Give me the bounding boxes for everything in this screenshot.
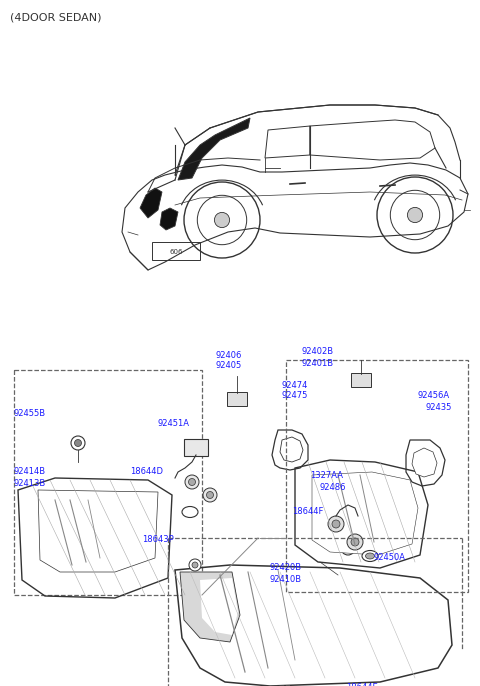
Circle shape — [341, 541, 355, 555]
Polygon shape — [200, 578, 238, 635]
Text: 92405: 92405 — [215, 362, 241, 370]
Text: 92401B: 92401B — [302, 359, 334, 368]
Text: 92450A: 92450A — [374, 554, 406, 563]
Text: 18644D: 18644D — [130, 467, 163, 477]
Circle shape — [189, 559, 201, 571]
Text: 18644E: 18644E — [346, 683, 378, 686]
Text: 92486: 92486 — [320, 484, 347, 493]
Ellipse shape — [182, 506, 198, 517]
Circle shape — [345, 545, 351, 552]
Circle shape — [408, 207, 422, 222]
Circle shape — [185, 475, 199, 489]
Text: (4DOOR SEDAN): (4DOOR SEDAN) — [10, 12, 101, 23]
Circle shape — [189, 479, 195, 486]
Circle shape — [347, 534, 363, 550]
Text: 92410B: 92410B — [270, 576, 302, 584]
Ellipse shape — [365, 553, 374, 559]
Circle shape — [203, 488, 217, 502]
Text: 18644F: 18644F — [292, 508, 324, 517]
Polygon shape — [312, 472, 418, 555]
Text: 92451A: 92451A — [158, 420, 190, 429]
Text: 92474: 92474 — [282, 381, 308, 390]
FancyBboxPatch shape — [184, 439, 208, 456]
Text: 92435: 92435 — [425, 403, 451, 412]
Text: 92420B: 92420B — [270, 563, 302, 573]
Circle shape — [74, 440, 82, 447]
Text: 92456A: 92456A — [418, 392, 450, 401]
Circle shape — [71, 436, 85, 450]
Text: 18643P: 18643P — [142, 536, 174, 545]
Polygon shape — [180, 572, 240, 642]
FancyBboxPatch shape — [227, 392, 247, 406]
Circle shape — [332, 520, 340, 528]
Polygon shape — [38, 490, 158, 572]
Polygon shape — [178, 118, 250, 180]
Circle shape — [215, 213, 229, 228]
Text: 92455B: 92455B — [14, 410, 46, 418]
Circle shape — [351, 538, 359, 546]
Polygon shape — [412, 448, 437, 477]
Text: 92402B: 92402B — [302, 348, 334, 357]
Text: 606: 606 — [169, 249, 183, 255]
FancyBboxPatch shape — [351, 373, 371, 387]
Circle shape — [206, 491, 214, 499]
Text: 92406: 92406 — [215, 351, 241, 359]
Circle shape — [192, 562, 198, 568]
Text: 92413B: 92413B — [14, 479, 46, 488]
Text: 92414B: 92414B — [14, 467, 46, 477]
Circle shape — [328, 516, 344, 532]
Polygon shape — [280, 437, 303, 462]
Polygon shape — [160, 208, 178, 230]
Ellipse shape — [362, 550, 378, 562]
Polygon shape — [140, 188, 162, 218]
Text: 1327AA: 1327AA — [310, 471, 343, 480]
Text: 92475: 92475 — [282, 392, 308, 401]
